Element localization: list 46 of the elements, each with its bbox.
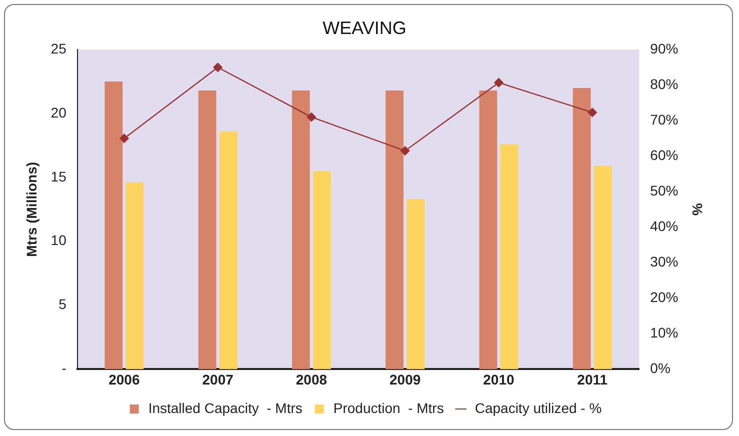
bar (572, 88, 591, 370)
bar (386, 90, 404, 370)
y2-tick-label: 10% (650, 324, 678, 341)
bar (198, 90, 216, 370)
bar (406, 199, 425, 370)
x-tick-label: 2009 (390, 371, 421, 388)
y-tick-label: 10 (50, 232, 67, 248)
x-tick-label: 2011 (577, 371, 608, 388)
y-tick-label: - (62, 360, 67, 376)
y2-axis-title: % (690, 203, 706, 216)
bar (594, 166, 612, 370)
y-tick-label: 5 (58, 296, 67, 312)
x-tick-label: 2010 (483, 371, 515, 388)
legend-label: Installed Capacity - Mtrs (148, 400, 302, 416)
y2-tick-label: 0% (650, 360, 670, 376)
bar (479, 90, 498, 370)
x-tick-label: 2006 (108, 371, 140, 388)
legend-label: Capacity utilized - % (474, 400, 602, 416)
x-tick-label: 2008 (296, 371, 328, 388)
y-axis-title: Mtrs (Millions) (23, 162, 40, 257)
point (588, 108, 597, 118)
y-tick-label: 20 (50, 104, 67, 120)
y2-tick-label: 50% (650, 182, 678, 199)
bar (292, 90, 310, 370)
y-tick-label: 25 (50, 40, 67, 56)
bar (104, 82, 123, 370)
x-tick-label: 2007 (202, 371, 234, 388)
point (213, 62, 222, 72)
bar (500, 144, 518, 370)
bar (219, 131, 238, 370)
bar (126, 182, 144, 370)
y2-tick-label: 80% (650, 76, 678, 92)
y2-tick-label: 90% (650, 40, 678, 56)
y2-tick-label: 70% (650, 111, 678, 128)
legend-label: Production - Mtrs (333, 400, 444, 416)
chart-title: WEAVING (322, 18, 406, 38)
y2-tick-label: 30% (650, 254, 678, 270)
point (494, 78, 504, 88)
point (120, 134, 129, 143)
point (400, 146, 410, 156)
y2-tick-label: 40% (650, 218, 678, 234)
point (306, 112, 316, 122)
y2-tick-label: 20% (650, 289, 678, 306)
bar (313, 171, 331, 370)
y2-tick-label: 60% (650, 146, 678, 163)
y-tick-label: 15 (50, 168, 67, 184)
